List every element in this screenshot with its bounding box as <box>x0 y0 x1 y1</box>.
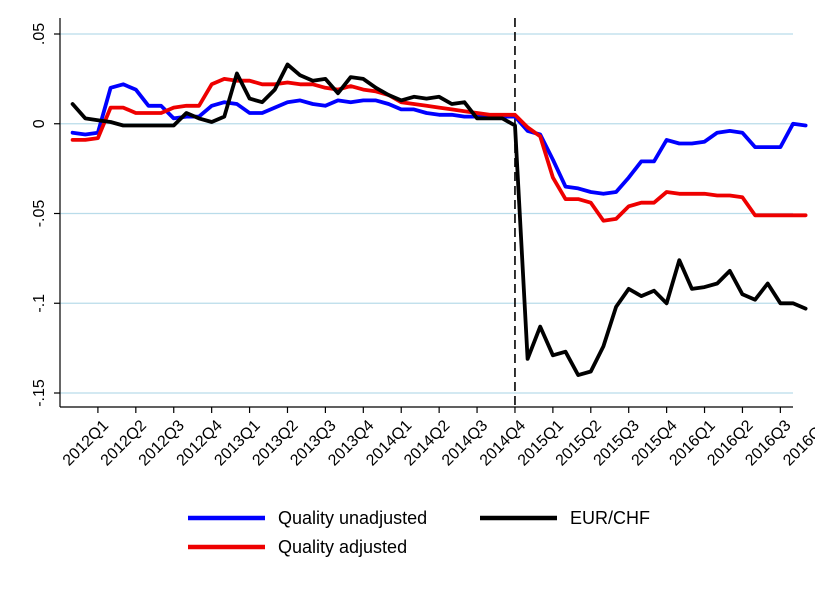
legend: Quality unadjusted Quality adjusted EUR/CH… <box>188 508 650 557</box>
legend-label-0: Quality unadjusted <box>278 508 427 528</box>
series-line-2 <box>70 62 808 378</box>
legend-label-2: EUR/CHF <box>570 508 650 528</box>
y-tick-label-4: -.15 <box>31 379 48 407</box>
y-tick-label-2: -.05 <box>31 200 48 228</box>
series-line-1 <box>70 77 808 223</box>
y-axis-ticks: .05 0 -.05 -.1 -.15 <box>31 23 60 407</box>
y-tick-label-3: -.1 <box>31 294 48 313</box>
gridlines <box>60 33 793 394</box>
y-tick-label-1: 0 <box>31 119 48 128</box>
y-tick-label-0: .05 <box>31 23 48 45</box>
legend-label-1: Quality adjusted <box>278 537 407 557</box>
series-lines <box>70 62 808 378</box>
axes <box>59 18 793 408</box>
